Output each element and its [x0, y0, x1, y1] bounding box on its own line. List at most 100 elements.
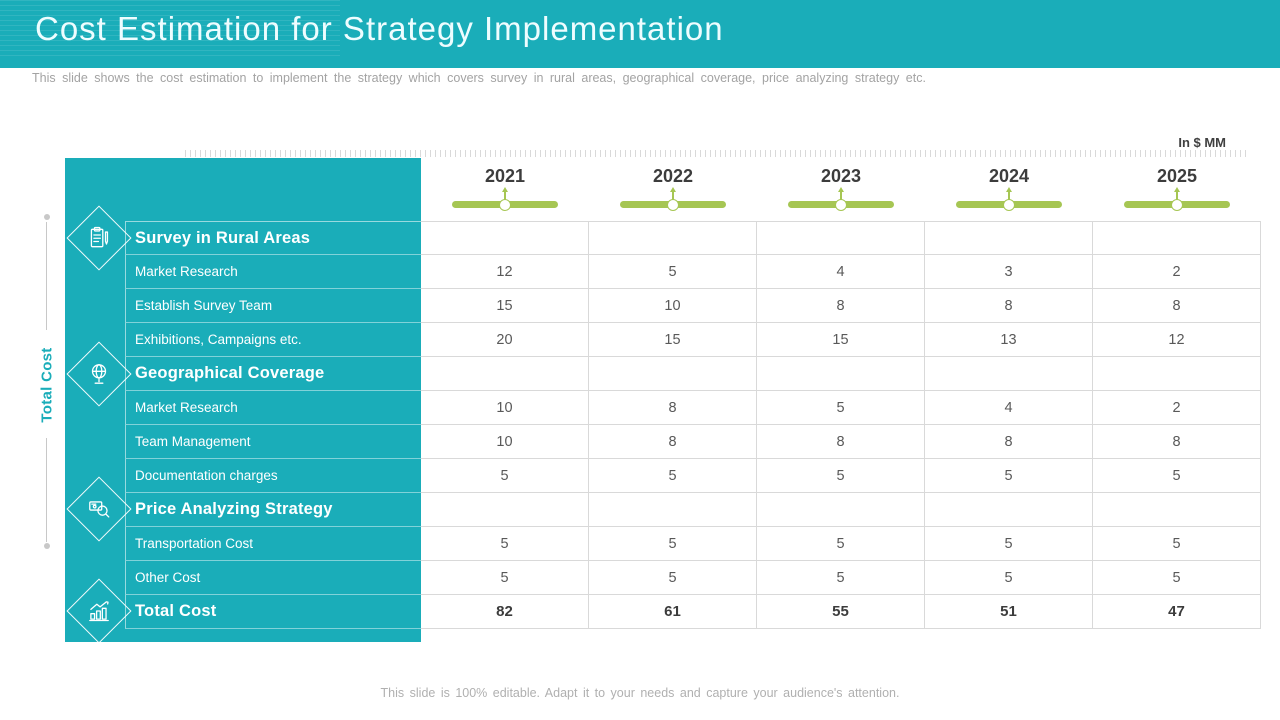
table-row: Geographical Coverage — [65, 357, 1261, 391]
year-header-row: 2021 2022 2023 2024 2025 — [421, 158, 1261, 221]
row-label: Geographical Coverage — [125, 357, 421, 391]
year-marker-bar — [1124, 198, 1230, 211]
value-cell: 20 — [421, 323, 589, 357]
value-cell — [757, 221, 925, 255]
value-cell: 15 — [421, 289, 589, 323]
year-marker-bar — [620, 198, 726, 211]
row-label: Price Analyzing Strategy — [125, 493, 421, 527]
value-cell — [757, 493, 925, 527]
table-row: Other Cost 5 5 5 5 5 — [65, 561, 1261, 595]
value-cell — [757, 357, 925, 391]
value-cell: 12 — [421, 255, 589, 289]
table-row: Market Research 10 8 5 4 2 — [65, 391, 1261, 425]
value-cell: 82 — [421, 595, 589, 629]
growth-bars-icon — [66, 578, 132, 644]
year-label: 2022 — [652, 166, 694, 186]
row-label: Exhibitions, Campaigns etc. — [125, 323, 421, 357]
value-cell: 12 — [1093, 323, 1261, 357]
value-cell: 10 — [421, 425, 589, 459]
year-label: 2021 — [484, 166, 526, 186]
marker-circle — [1003, 198, 1015, 211]
value-cell: 10 — [589, 289, 757, 323]
value-cell: 55 — [757, 595, 925, 629]
axis-line — [46, 222, 47, 330]
table-row: Survey in Rural Areas — [65, 221, 1261, 255]
year-label: 2025 — [1156, 166, 1198, 186]
value-cell: 5 — [925, 459, 1093, 493]
footer-note: This slide is 100% editable. Adapt it to… — [380, 686, 900, 700]
row-label: Other Cost — [125, 561, 421, 595]
value-cell: 4 — [925, 391, 1093, 425]
value-cell: 5 — [589, 527, 757, 561]
value-cell: 5 — [925, 561, 1093, 595]
value-cell: 8 — [757, 425, 925, 459]
year-column-header: 2023 — [757, 158, 925, 221]
table-row: Market Research 12 5 4 3 2 — [65, 255, 1261, 289]
value-cell: 8 — [589, 391, 757, 425]
row-label: Market Research — [125, 391, 421, 425]
row-label: Market Research — [125, 255, 421, 289]
value-cell: 3 — [925, 255, 1093, 289]
year-label: 2024 — [988, 166, 1030, 186]
year-label: 2023 — [820, 166, 862, 186]
value-cell — [1093, 221, 1261, 255]
value-cell: 15 — [757, 323, 925, 357]
value-cell: 5 — [1093, 527, 1261, 561]
value-cell: 5 — [421, 561, 589, 595]
table-row: Documentation charges 5 5 5 5 5 — [65, 459, 1261, 493]
value-cell — [421, 357, 589, 391]
row-label: Documentation charges — [125, 459, 421, 493]
row-label: Team Management — [125, 425, 421, 459]
icon-strip — [65, 289, 125, 323]
value-cell: 5 — [757, 561, 925, 595]
marker-circle — [835, 198, 847, 211]
slide-subtitle: This slide shows the cost estimation to … — [32, 71, 926, 85]
value-cell: 47 — [1093, 595, 1261, 629]
value-cell: 61 — [589, 595, 757, 629]
row-label: Establish Survey Team — [125, 289, 421, 323]
value-cell: 8 — [757, 289, 925, 323]
total-cost-axis-label: Total Cost — [38, 347, 56, 423]
value-cell: 8 — [925, 425, 1093, 459]
value-cell — [1093, 357, 1261, 391]
up-arrow-icon — [838, 187, 844, 201]
table-row: Transportation Cost 5 5 5 5 5 — [65, 527, 1261, 561]
value-cell: 5 — [1093, 459, 1261, 493]
globe-icon — [66, 341, 132, 407]
table-row: Total Cost 82 61 55 51 47 — [65, 595, 1261, 629]
table-row: Exhibitions, Campaigns etc. 20 15 15 13 12 — [65, 323, 1261, 357]
value-cell: 5 — [589, 459, 757, 493]
value-cell: 5 — [757, 459, 925, 493]
axis-endpoint-dot — [43, 214, 50, 220]
marker-circle — [667, 198, 679, 211]
value-cell — [589, 493, 757, 527]
value-cell — [421, 493, 589, 527]
icon-strip — [65, 425, 125, 459]
up-arrow-icon — [670, 187, 676, 201]
value-cell: 8 — [1093, 425, 1261, 459]
value-cell: 5 — [421, 527, 589, 561]
value-cell — [925, 357, 1093, 391]
value-cell: 5 — [1093, 561, 1261, 595]
value-cell: 4 — [757, 255, 925, 289]
marker-circle — [1171, 198, 1183, 211]
up-arrow-icon — [1006, 187, 1012, 201]
marker-circle — [499, 198, 511, 211]
survey-clipboard-icon — [66, 205, 132, 271]
price-analysis-search-icon — [66, 476, 132, 542]
value-cell: 5 — [925, 527, 1093, 561]
value-cell: 5 — [589, 561, 757, 595]
year-marker-bar — [956, 198, 1062, 211]
value-cell: 5 — [757, 527, 925, 561]
year-marker-bar — [452, 198, 558, 211]
row-label: Transportation Cost — [125, 527, 421, 561]
value-cell — [1093, 493, 1261, 527]
axis-endpoint-dot — [43, 543, 50, 549]
up-arrow-icon — [502, 187, 508, 201]
value-cell: 8 — [589, 425, 757, 459]
page-title: Cost Estimation for Strategy Implementat… — [35, 10, 724, 47]
row-label: Survey in Rural Areas — [125, 221, 421, 255]
table-row: Establish Survey Team 15 10 8 8 8 — [65, 289, 1261, 323]
year-column-header: 2022 — [589, 158, 757, 221]
header-bar: Cost Estimation for Strategy Implementat… — [0, 0, 1280, 68]
